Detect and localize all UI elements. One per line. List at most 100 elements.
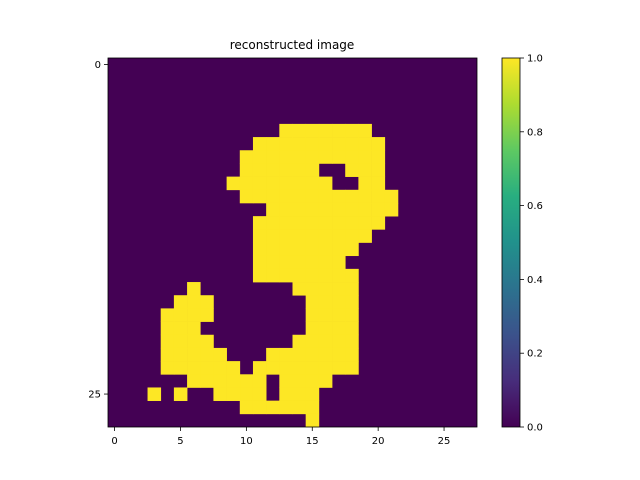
heatmap-cell-on <box>345 347 359 362</box>
heatmap-cell-on <box>266 189 280 204</box>
heatmap-cell-on <box>292 176 307 191</box>
heatmap-cell-on <box>187 321 201 336</box>
heatmap-cell-on <box>147 387 162 401</box>
colorbar <box>501 57 521 428</box>
heatmap-cell-on <box>345 295 359 309</box>
heatmap-cell-on <box>305 202 320 217</box>
heatmap-cell-on <box>332 216 346 230</box>
heatmap-cell-on <box>239 163 254 177</box>
heatmap-cell-on <box>187 308 201 322</box>
heatmap-cell-on <box>279 255 293 270</box>
heatmap-cell-on <box>332 361 346 375</box>
heatmap-cell-on <box>266 361 280 375</box>
colorbar-tick-label: 0.8 <box>527 127 543 138</box>
heatmap-cell-on <box>305 137 320 151</box>
heatmap-cell-on <box>252 176 267 191</box>
heatmap-cell-on <box>332 282 346 296</box>
heatmap-cell-on <box>332 268 346 283</box>
x-tick-label: 5 <box>177 436 183 447</box>
heatmap-cell-on <box>160 347 175 362</box>
heatmap-cell-on <box>318 242 333 257</box>
heatmap-cell-on <box>305 163 320 177</box>
heatmap-cell-on <box>187 374 201 388</box>
heatmap-cell-on <box>292 282 307 296</box>
colorbar-tick-label: 0.2 <box>527 349 543 360</box>
heatmap-cell-on <box>305 387 320 401</box>
heatmap-cell-on <box>239 189 254 204</box>
heatmap-cell-on <box>279 163 293 177</box>
heatmap-cell-on <box>266 202 280 217</box>
heatmap-cell-on <box>305 176 320 191</box>
heatmap-cell-on <box>252 216 267 230</box>
heatmap-cell-on <box>345 282 359 296</box>
heatmap-cell-on <box>200 374 214 388</box>
heatmap-cell-on <box>279 387 293 401</box>
heatmap-cell-on <box>279 150 293 164</box>
heatmap-cell-on <box>318 202 333 217</box>
heatmap-cell-on <box>332 295 346 309</box>
heatmap-cell-on <box>305 229 320 243</box>
y-tick-label: 25 <box>88 390 101 401</box>
heatmap-cell-on <box>279 189 293 204</box>
colorbar-ticks: 0.0 0.2 0.4 0.6 0.8 1.0 <box>520 54 543 434</box>
heatmap-cell-on <box>332 255 346 270</box>
heatmap-cell-on <box>200 347 214 362</box>
heatmap-cell-on <box>358 216 372 230</box>
heatmap-cell-on <box>279 229 293 243</box>
heatmap-cell-on <box>173 361 188 375</box>
heatmap-cell-on <box>358 176 372 191</box>
heatmap-cell-on <box>213 387 227 401</box>
heatmap-cell-on <box>318 150 333 164</box>
heatmap-cell-on <box>200 334 214 349</box>
heatmap-cell-on <box>187 334 201 349</box>
heatmap-cell-on <box>305 374 320 388</box>
heatmap-cell-on <box>292 334 307 349</box>
heatmap-cell-on <box>252 400 267 415</box>
heatmap-cell-on <box>160 361 175 375</box>
heatmap-cell-on <box>305 308 320 322</box>
heatmap-cell-on <box>345 361 359 375</box>
chart-title: reconstructed image <box>230 38 355 52</box>
heatmap-cell-on <box>279 374 293 388</box>
heatmap-cell-on <box>292 268 307 283</box>
heatmap-cell-on <box>332 202 346 217</box>
heatmap-cell-on <box>305 347 320 362</box>
heatmap-cell-on <box>266 242 280 257</box>
heatmap-cell-on <box>266 150 280 164</box>
heatmap-cell-on <box>173 347 188 362</box>
heatmap-cell-on <box>345 308 359 322</box>
heatmap-cell-on <box>305 295 320 309</box>
heatmap-cell-on <box>305 150 320 164</box>
heatmap-cell-on <box>279 268 293 283</box>
heatmap-cell-on <box>160 334 175 349</box>
heatmap-cell-on <box>305 282 320 296</box>
heatmap-image <box>107 57 478 428</box>
heatmap-cell-on <box>266 216 280 230</box>
heatmap-cell-on <box>292 400 307 415</box>
heatmap-cell-on <box>318 189 333 204</box>
heatmap-cell-on <box>239 374 254 388</box>
heatmap-cell-on <box>226 361 241 375</box>
heatmap-cell-on <box>292 202 307 217</box>
heatmap-cell-on <box>266 163 280 177</box>
heatmap-cell-on <box>318 374 333 388</box>
heatmap-cell-on <box>332 308 346 322</box>
heatmap-cell-on <box>345 242 359 257</box>
heatmap-cell-on <box>332 123 346 138</box>
heatmap-cell-on <box>239 150 254 164</box>
heatmap-cell-on <box>318 268 333 283</box>
heatmap-cell-on <box>200 308 214 322</box>
heatmap-cell-on <box>332 189 346 204</box>
heatmap-cell-on <box>187 282 201 296</box>
heatmap-cell-on <box>371 137 386 151</box>
x-axis-ticks: 0 5 10 15 20 25 <box>111 427 450 447</box>
heatmap-cell-on <box>332 229 346 243</box>
heatmap-cell-on <box>292 137 307 151</box>
heatmap-cell-on <box>266 268 280 283</box>
heatmap-cell-on <box>266 137 280 151</box>
heatmap-cell-on <box>266 347 280 362</box>
heatmap-cell-on <box>358 229 372 243</box>
heatmap-cell-on <box>345 137 359 151</box>
heatmap-cell-on <box>345 321 359 336</box>
